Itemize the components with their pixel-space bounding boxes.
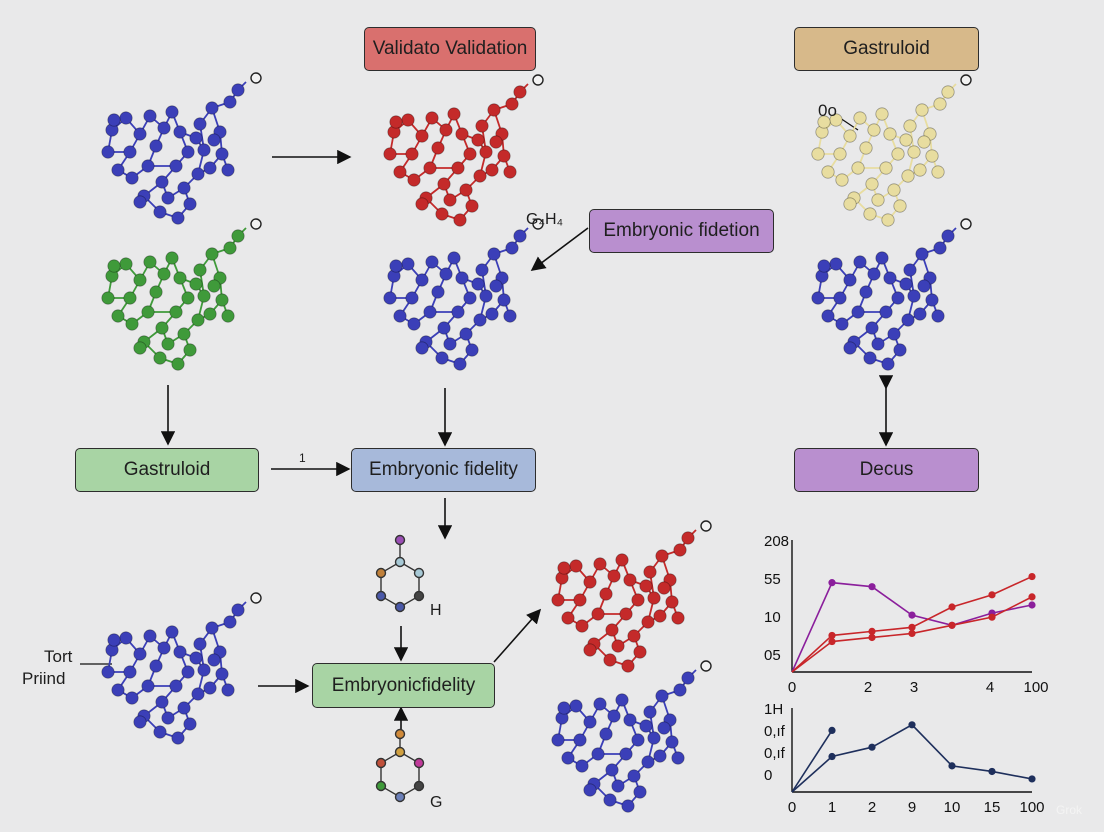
y-tick-label: 208: [764, 533, 789, 550]
series-line-navy: [791, 723, 1033, 793]
data-point-navy: [948, 762, 956, 770]
x-tick-label: 2: [864, 679, 872, 696]
data-point-red-upper: [1028, 572, 1036, 581]
data-point-navy: [828, 752, 836, 761]
hexagon-ring-bottom: [375, 728, 425, 803]
line-chart-1: 208 55 10 05 0 2 3 4 100: [764, 533, 1049, 696]
arrow-fidetion-to-blue: [530, 227, 589, 271]
x-tick-label: 1: [828, 799, 836, 816]
data-point-red-upper: [988, 591, 996, 599]
data-point-purple: [868, 583, 876, 591]
x-tick-label: 0: [788, 799, 796, 816]
cream-molecule-top-right: [811, 74, 972, 227]
arrow-number-label: 1: [299, 451, 306, 465]
red-molecule-bottom: [551, 520, 712, 673]
data-point-red-lower: [948, 621, 956, 629]
data-point-red-upper: [828, 631, 836, 640]
arrow-bottom-box-to-red: [493, 608, 542, 663]
x-tick-label: 15: [984, 799, 1001, 816]
blue-molecule-center: [383, 218, 544, 371]
data-point-navy: [988, 767, 996, 776]
data-point-red-lower: [908, 629, 916, 638]
data-point-purple: [828, 579, 836, 587]
y-tick-label: 0: [764, 767, 772, 784]
decus-box: Decus: [794, 448, 979, 492]
data-point-red-upper: [948, 603, 956, 611]
series-line-navy-spike: [791, 729, 833, 793]
blue-molecule-bottom-left: [101, 592, 262, 745]
data-point-red-upper: [868, 627, 876, 635]
data-point-navy: [868, 743, 876, 751]
x-tick-label: 9: [908, 799, 916, 816]
data-point-red-lower: [1028, 593, 1036, 601]
formula-label: G₄H₄: [526, 211, 564, 228]
x-tick-label: 100: [1019, 799, 1044, 816]
red-molecule-top: [383, 74, 544, 227]
x-tick-label: 4: [986, 679, 994, 696]
blue-molecule-top-left: [101, 72, 262, 225]
x-tick-label: 0: [788, 679, 796, 696]
data-point-purple: [1028, 601, 1036, 609]
y-tick-label: 10: [764, 609, 781, 626]
y-tick-label: 05: [764, 647, 781, 664]
gastruloid-top-box: Gastruloid: [794, 27, 979, 71]
data-point-red-lower: [988, 613, 996, 621]
x-tick-label: 2: [868, 799, 876, 816]
gastruloid-mid-box: Gastruloid: [75, 448, 259, 492]
validation-box: Validato Validation: [364, 27, 536, 71]
embryonic-fidetion-box: Embryonic fidetion: [589, 209, 774, 253]
data-point-red-lower: [868, 633, 876, 642]
oo-label: 0o: [818, 101, 837, 120]
watermark: Grok: [1056, 803, 1083, 817]
blue-molecule-right: [811, 218, 972, 371]
data-point-navy: [908, 721, 916, 729]
ring-g-label: G: [430, 794, 443, 811]
tort-label: Tort: [44, 647, 73, 666]
hexagon-ring-top: [375, 534, 425, 613]
blue-molecule-bottom: [551, 660, 712, 813]
x-tick-label: 10: [944, 799, 961, 816]
embryonic-fidelity-box: Embryonic fidelity: [351, 448, 536, 492]
data-point-red-upper: [908, 623, 916, 631]
data-point-navy-spike: [828, 726, 836, 735]
green-molecule-left: [101, 218, 262, 371]
y-tick-label: 1H: [764, 701, 783, 718]
data-point-purple: [908, 611, 916, 619]
ring-h-label: H: [430, 602, 442, 619]
y-tick-label: 0,ıf: [764, 745, 786, 762]
line-chart-2: 1H 0,ıf 0,ıf 00 1 2 9 10 15 100: [764, 701, 1045, 816]
data-point-navy: [1028, 775, 1036, 783]
x-tick-label: 100: [1023, 679, 1048, 696]
data-point-red-lower: [828, 637, 836, 646]
embryonic-fidelity-bottom-box: Embryonicfidelity: [312, 663, 495, 708]
x-tick-label: 3: [910, 679, 918, 696]
y-tick-label: 0,ıf: [764, 723, 786, 740]
y-tick-label: 55: [764, 571, 781, 588]
priind-label: Priind: [22, 669, 66, 688]
